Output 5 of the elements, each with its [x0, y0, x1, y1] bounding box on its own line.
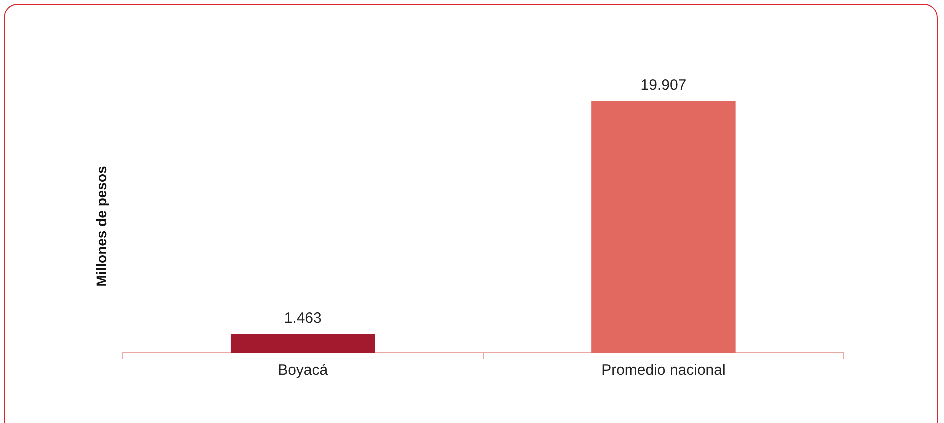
- data-label: 19.907: [640, 76, 687, 94]
- y-axis-title: Millones de pesos: [93, 166, 110, 287]
- x-tick-label: Boyacá: [278, 362, 329, 380]
- data-label: 1.463: [284, 310, 322, 328]
- x-tick-label: Promedio nacional: [602, 362, 726, 380]
